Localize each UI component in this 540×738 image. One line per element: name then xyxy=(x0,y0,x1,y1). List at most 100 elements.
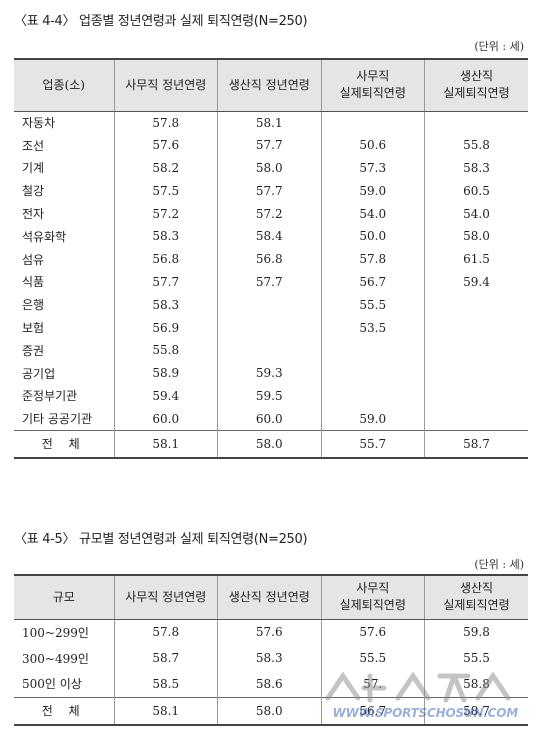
table-cell xyxy=(424,407,528,431)
row-label: 공기업 xyxy=(22,366,56,381)
table-cell xyxy=(320,111,425,134)
table-cell: 59.3 xyxy=(217,361,321,385)
row-label: 준정부기관 xyxy=(22,389,78,404)
table-cell: 55.5 xyxy=(320,293,425,317)
table-cell xyxy=(217,316,321,339)
table-cell: 58.1 xyxy=(217,111,321,134)
table-cell xyxy=(424,111,528,134)
row-label: 500인 이상 xyxy=(22,677,82,692)
table-cell: 57.8 xyxy=(113,619,218,645)
table-cell: 56.9 xyxy=(113,316,218,339)
table1-header-row: 업종(소) 사무직 정년연령 생산직 정년연령 사무직 실제퇴직연령 생산직 실제퇴직연령 xyxy=(14,58,528,112)
table-cell: 55.8 xyxy=(113,338,218,362)
table-cell: 57.7 xyxy=(217,133,321,157)
row-label: 은행 xyxy=(22,298,45,313)
table-cell: 59.8 xyxy=(424,619,528,645)
table-cell: 55.5 xyxy=(320,645,425,671)
row-label: 100~299인 xyxy=(22,625,89,640)
table-row: 준정부기관 59.4 59.5 xyxy=(14,384,528,408)
table-cell xyxy=(424,338,528,362)
table-row: 은행 58.3 55.5 xyxy=(14,293,528,317)
table-cell xyxy=(217,293,321,317)
row-label: 석유화학 xyxy=(22,229,67,244)
total-row: 전 체 58.1 58.0 56.7 58.7 xyxy=(14,696,528,726)
table-cell: 57.8 xyxy=(113,111,218,134)
row-label: 기계 xyxy=(22,161,45,176)
table-row: 기계 58.2 58.0 57.3 58.3 xyxy=(14,156,528,180)
table-cell: 60.5 xyxy=(424,179,528,203)
table-cell: 55.8 xyxy=(424,133,528,157)
row-label: 자동차 xyxy=(22,116,56,131)
column-header: 사무직 정년연령 xyxy=(113,574,218,620)
table-cell: 59.4 xyxy=(424,270,528,294)
table-cell: 58.0 xyxy=(217,429,321,460)
table-cell: 55.7 xyxy=(320,429,425,460)
table-row: 조선 57.6 57.7 50.6 55.8 xyxy=(14,133,528,157)
table-cell: 57.7 xyxy=(113,270,218,294)
column-header: 규모 xyxy=(14,574,114,620)
table-cell: 58.1 xyxy=(113,696,218,726)
table-cell: 57. xyxy=(320,671,425,697)
table-cell xyxy=(424,293,528,317)
table-cell: 57.5 xyxy=(113,179,218,203)
table-row: 500인 이상 58.5 58.6 57. 58.8 xyxy=(14,671,528,697)
table-cell xyxy=(320,338,425,362)
table-cell: 59.5 xyxy=(217,384,321,408)
table-4-5: 규모 사무직 정년연령 생산직 정년연령 사무직 실제퇴직연령 생산직 실제퇴직연령 100… xyxy=(14,574,528,726)
row-label: 조선 xyxy=(22,138,45,153)
table-cell: 58.8 xyxy=(424,671,528,697)
row-label: 섬유 xyxy=(22,252,45,267)
column-header: 사무직 실제퇴직연령 xyxy=(320,58,425,112)
table-cell xyxy=(424,384,528,408)
table-cell: 60.0 xyxy=(113,407,218,431)
table-cell: 58.0 xyxy=(217,156,321,180)
table-cell: 58.7 xyxy=(424,696,528,726)
row-label: 철강 xyxy=(22,184,45,199)
row-label: 전 체 xyxy=(14,429,114,460)
table1-unit: (단위 : 세) xyxy=(474,40,524,53)
table-cell: 58.3 xyxy=(113,224,218,248)
table-cell xyxy=(217,338,321,362)
table2-header-row: 규모 사무직 정년연령 생산직 정년연령 사무직 실제퇴직연령 생산직 실제퇴직연령 xyxy=(14,574,528,620)
column-header: 생산직 정년연령 xyxy=(217,574,321,620)
table-row: 전자 57.2 57.2 54.0 54.0 xyxy=(14,202,528,225)
row-label: 300~499인 xyxy=(22,651,89,666)
column-header: 생산직 실제퇴직연령 xyxy=(424,574,528,620)
table-cell xyxy=(424,316,528,339)
table-cell: 58.7 xyxy=(424,429,528,460)
table-cell xyxy=(320,384,425,408)
table-4-4: 업종(소) 사무직 정년연령 생산직 정년연령 사무직 실제퇴직연령 생산직 실제퇴직연령 … xyxy=(14,58,528,460)
table-row: 자동차 57.8 58.1 xyxy=(14,111,528,134)
table-cell: 58.5 xyxy=(113,671,218,697)
column-header: 사무직 실제퇴직연령 xyxy=(320,574,425,620)
table-cell: 58.4 xyxy=(217,224,321,248)
table-cell xyxy=(320,361,425,385)
table-cell: 53.5 xyxy=(320,316,425,339)
table-cell: 59.0 xyxy=(320,179,425,203)
table-row: 식품 57.7 57.7 56.7 59.4 xyxy=(14,270,528,294)
table-cell: 58.9 xyxy=(113,361,218,385)
table-cell: 58.3 xyxy=(113,293,218,317)
table-row: 공기업 58.9 59.3 xyxy=(14,361,528,385)
table-cell: 56.8 xyxy=(217,247,321,271)
table-row: 보험 56.9 53.5 xyxy=(14,316,528,339)
table-row: 100~299인 57.8 57.6 57.6 59.8 xyxy=(14,619,528,645)
table-row: 300~499인 58.7 58.3 55.5 55.5 xyxy=(14,645,528,671)
table-cell xyxy=(424,361,528,385)
table-row: 철강 57.5 57.7 59.0 60.5 xyxy=(14,179,528,203)
table-cell: 58.7 xyxy=(113,645,218,671)
table-cell: 54.0 xyxy=(320,202,425,225)
table2-caption: 〈표 4-5〉 규모별 정년연령과 실제 퇴직연령(N=250) xyxy=(14,532,308,547)
table-row: 석유화학 58.3 58.4 50.0 58.0 xyxy=(14,224,528,248)
row-label: 전자 xyxy=(22,207,45,222)
table-cell: 57.6 xyxy=(217,619,321,645)
table-row: 섬유 56.8 56.8 57.8 61.5 xyxy=(14,247,528,271)
table2-body: 100~299인 57.8 57.6 57.6 59.8 300~499인 58.7 58.3… xyxy=(14,619,528,726)
table2-unit: (단위 : 세) xyxy=(474,558,524,571)
column-header: 생산직 실제퇴직연령 xyxy=(424,58,528,112)
table-cell: 58.3 xyxy=(217,645,321,671)
table-row: 기타 공공기관 60.0 60.0 59.0 xyxy=(14,407,528,431)
table-cell: 58.6 xyxy=(217,671,321,697)
row-label: 보험 xyxy=(22,321,45,336)
table-cell: 57.6 xyxy=(320,619,425,645)
